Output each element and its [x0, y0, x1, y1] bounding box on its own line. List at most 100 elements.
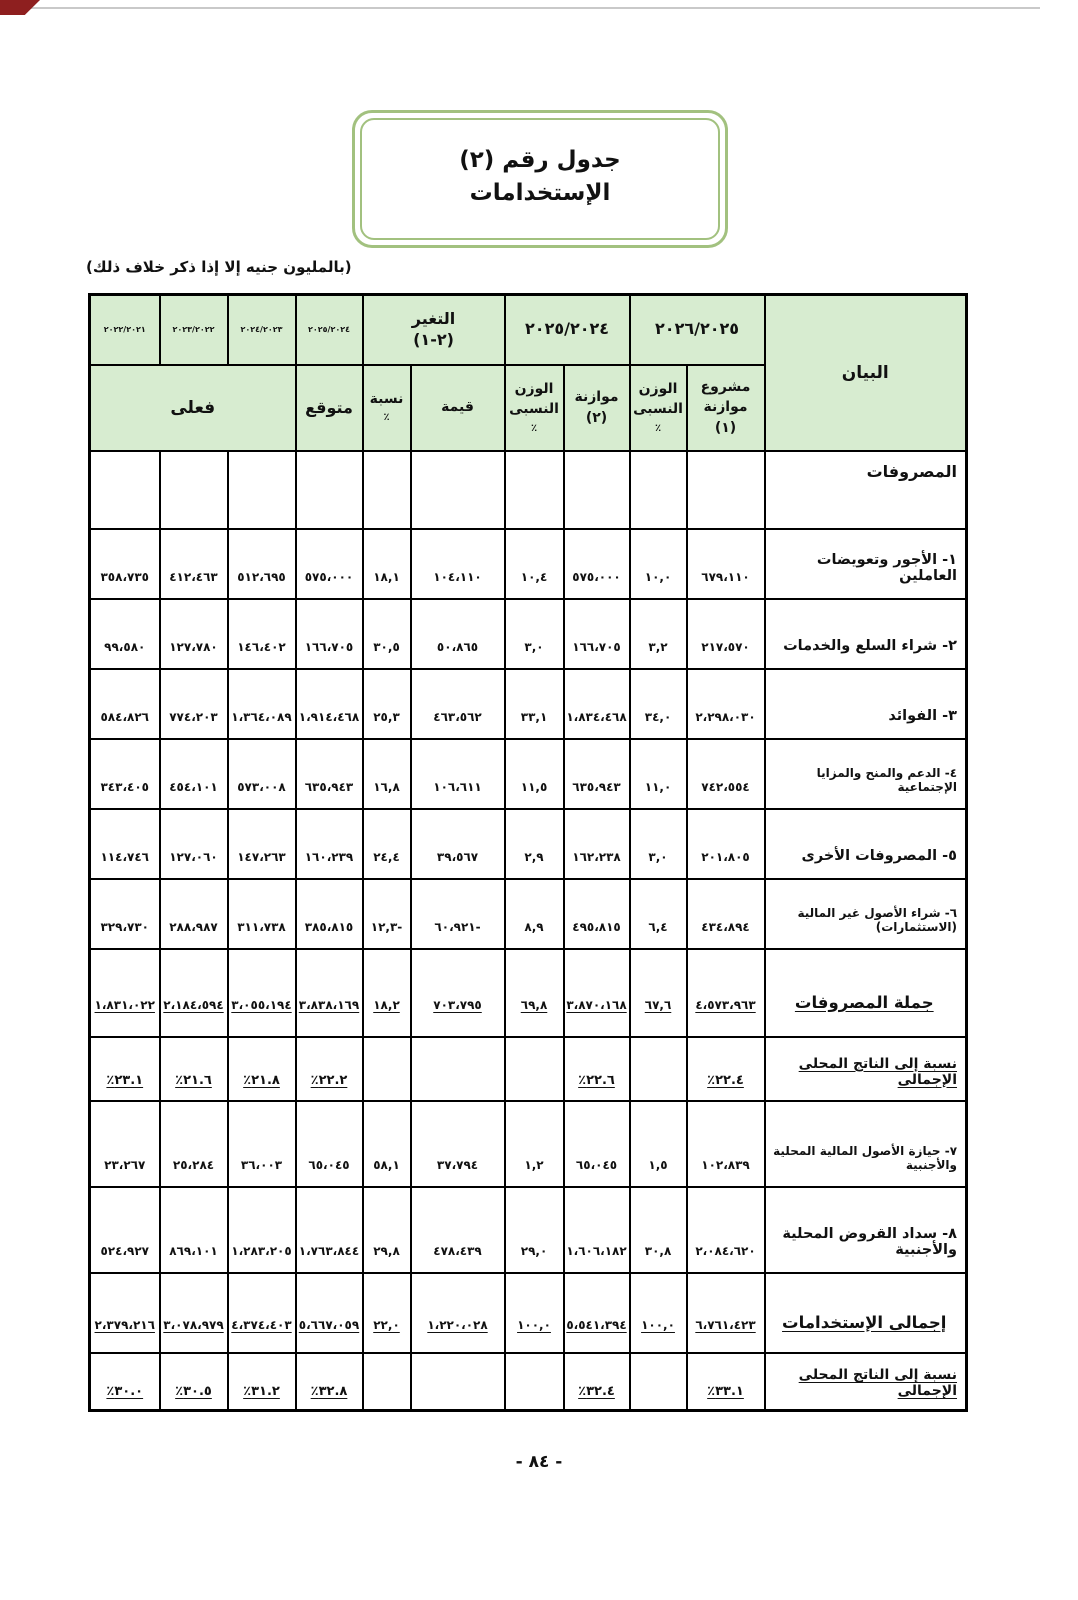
subheader-line: (٢): [585, 409, 608, 426]
cell-value: ١١,٥: [503, 737, 565, 810]
cell-value: ٢١٧،٥٧٠: [685, 597, 766, 670]
subheader-line: نسبة: [369, 391, 404, 408]
cell-value: ٣٥٨،٧٣٥: [88, 527, 161, 600]
row-label: ٤- الدعم والمنح والمزايا الإجتماعية: [763, 737, 968, 810]
col-header-actual: فعلى: [88, 363, 297, 452]
subheader-line: موازنة: [703, 399, 748, 416]
cell-value: ٢،٠٨٤،٦٢٠: [685, 1185, 766, 1274]
cell-value: ١،٨٣١،٠٢٢: [88, 947, 161, 1038]
group-title-line: التغير: [411, 308, 456, 328]
row-label: ٢- شراء السلع والخدمات: [763, 597, 968, 670]
cell-value: [409, 449, 506, 530]
cell-value: ٦،٧٦١،٤٢٣: [685, 1271, 766, 1354]
cell-value: ١،٧٦٣،٨٤٤: [294, 1185, 364, 1274]
cell-value: ١٠٤،١١٠: [409, 527, 506, 600]
cell-value: ١،٣٦٤،٠٨٩: [226, 667, 297, 740]
cell-value: ١٦٠،٢٣٩: [294, 807, 364, 880]
cell-value: ٥٢٤،٩٢٧: [88, 1185, 161, 1274]
cell-value: ٦٠،٩٢١-: [409, 877, 506, 950]
cell-value: ٣٢٩،٧٣٠: [88, 877, 161, 950]
cell-value: ١٠,٤: [503, 527, 565, 600]
subheader-line: الوزن: [514, 380, 554, 397]
table-row: نسبة إلى الناتج المحلى الإجمالى ٪٣٣.١ ٪٣٢.…: [88, 1351, 968, 1412]
cell-value: ٣٤,٠: [628, 667, 688, 740]
cell-value: ٪٣١.٢: [226, 1351, 297, 1412]
cell-value: [361, 1351, 412, 1412]
col-group-header-2: التغير (٢-١): [361, 293, 506, 366]
cell-value: ٪٣٢.٤: [562, 1351, 631, 1412]
cell-value: ١٦٦،٧٠٥: [294, 597, 364, 670]
cell-value: [562, 449, 631, 530]
cell-value: ١,٥: [628, 1099, 688, 1188]
cell-value: [503, 449, 565, 530]
cell-value: ١١,٠: [628, 737, 688, 810]
cell-value: ٣٨٥،٨١٥: [294, 877, 364, 950]
table-row: ٦- شراء الأصول غير المالية (الاستثمارات)…: [88, 877, 968, 950]
cell-value: ٤١٢،٤٦٣: [158, 527, 229, 600]
row-label: ٣- الفوائد: [763, 667, 968, 740]
cell-value: ٣٤٣،٤٠٥: [88, 737, 161, 810]
cell-value: ٢٤,٤: [361, 807, 412, 880]
cell-value: ١٨,٢: [361, 947, 412, 1038]
cell-value: ٥٧٣،٠٠٨: [226, 737, 297, 810]
cell-value: ١٠٦،٦١١: [409, 737, 506, 810]
cell-value: ٣،٨٣٨،١٦٩: [294, 947, 364, 1038]
row-label: ٧- حيازة الأصول المالية المحلية والأجنبي…: [763, 1099, 968, 1188]
col-mini-year-3: ٢٠٢٢/٢٠٢١: [88, 293, 161, 366]
subheader-line: الوزن: [638, 380, 678, 397]
cell-value: ٢,٩: [503, 807, 565, 880]
table-row: ٨- سداد القروض المحلية والأجنبية ٢،٠٨٤،٦٢…: [88, 1185, 968, 1274]
cell-value: ١،٨٣٤،٤٦٨: [562, 667, 631, 740]
cell-value: ٣٣,١: [503, 667, 565, 740]
cell-value: ١،٢٢٠،٠٢٨: [409, 1271, 506, 1354]
header-row-labels: مشروع موازنة (١) الوزن النسبى ٪ موازنة (٢) الوزن…: [88, 363, 967, 452]
cell-value: ٢٥,٣: [361, 667, 412, 740]
cell-value: ١٤٦،٤٠٢: [226, 597, 297, 670]
cell-value: ٣٠,٨: [628, 1185, 688, 1274]
cell-value: [158, 449, 229, 530]
cell-value: [409, 1351, 506, 1412]
cell-value: ١٢٧،٠٦٠: [158, 807, 229, 880]
cell-value: ١٠٠,٠: [628, 1271, 688, 1354]
cell-value: ٣,٠: [628, 807, 688, 880]
cell-value: ٤،٣٧٤،٤٠٣: [226, 1271, 297, 1354]
cell-value: ٦٥،٠٤٥: [562, 1099, 631, 1188]
table-body: المصروفات ١- الأجور وتعويضات العاملين ٦٧٩،…: [88, 449, 968, 1412]
row-label: ٥- المصروفات الأخرى: [763, 807, 968, 880]
cell-value: ٥٧٥،٠٠٠: [562, 527, 631, 600]
subheader-line: (١): [714, 419, 737, 436]
cell-value: ٢،٢٩٨،٠٣٠: [685, 667, 766, 740]
col-group-header-1: ٢٠٢٥/٢٠٢٤: [503, 293, 631, 366]
cell-value: ١١٤،٧٤٦: [88, 807, 161, 880]
cell-value: ٪٣٠.٥: [158, 1351, 229, 1412]
col-subheader-1: الوزن النسبى ٪: [628, 363, 688, 452]
cell-value: [88, 449, 161, 530]
unit-note: (بالمليون جنيه إلا إذا ذكر خلاف ذلك): [86, 258, 352, 276]
table-title: جدول رقم (٢): [459, 147, 621, 173]
table-subtitle: الإستخدامات: [469, 180, 611, 207]
budget-uses-table: البيان ٢٠٢٦/٢٠٢٥ ٢٠٢٥/٢٠٢٤ التغير (٢-١) ٢٠٢٥/…: [88, 293, 969, 1412]
cell-value: [361, 1035, 412, 1102]
cell-value: ٣٩،٥٦٧: [409, 807, 506, 880]
cell-value: ٪٣٢.٨: [294, 1351, 364, 1412]
cell-value: ١٢٧،٧٨٠: [158, 597, 229, 670]
col-header-expected: متوقع: [294, 363, 364, 452]
cell-value: ٢،١٨٤،٥٩٤: [158, 947, 229, 1038]
cell-value: ٦٣٥،٩٤٣: [562, 737, 631, 810]
cell-value: ٪٢٢.٤: [685, 1035, 766, 1102]
cell-value: ٪٢١.٦: [158, 1035, 229, 1102]
group-title-line: ٢٠٢٦/٢٠٢٥: [655, 319, 739, 339]
cell-value: ٢٩,٨: [361, 1185, 412, 1274]
cell-value: ١،٩١٤،٤٦٨: [294, 667, 364, 740]
col-subheader-2: موازنة (٢): [562, 363, 631, 452]
cell-value: ٪٣٣.١: [685, 1351, 766, 1412]
cell-value: ٥١٢،٦٩٥: [226, 527, 297, 600]
cell-value: ٤٣٤،٨٩٤: [685, 877, 766, 950]
subheader-line: موازنة: [574, 389, 619, 406]
cell-value: ٪٢٣.١: [88, 1035, 161, 1102]
subheader-line: النسبى: [633, 401, 683, 418]
cell-value: ٣٧،٧٩٤: [409, 1099, 506, 1188]
table-title-box: جدول رقم (٢) الإستخدامات: [352, 110, 728, 248]
cell-value: [628, 1351, 688, 1412]
cell-value: ١،٢٨٣،٢٠٥: [226, 1185, 297, 1274]
